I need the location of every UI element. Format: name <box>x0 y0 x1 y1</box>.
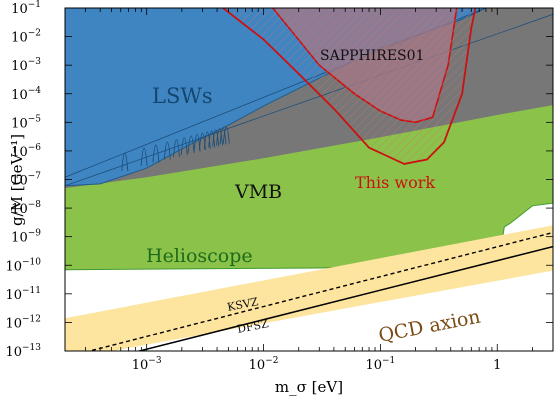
region-this-work <box>223 8 476 164</box>
y-tick-label: 10−6 <box>11 143 41 160</box>
axis-titles: m_σ [eV] g/M [GeV⁻¹] <box>8 134 343 396</box>
y-tick-label: 10−1 <box>11 0 41 17</box>
qcd-axion-band <box>65 225 553 351</box>
y-tick-label: 10−3 <box>11 57 41 74</box>
y-tick-label: 10−9 <box>11 229 41 246</box>
y-tick-label: 10−5 <box>11 114 41 131</box>
x-tick-label: 1 <box>493 358 501 373</box>
lsw-spike-1 <box>140 147 148 166</box>
label-lsws: LSWs <box>152 84 213 108</box>
lsw-spike-5 <box>180 137 188 155</box>
lsw-spike-2 <box>152 144 160 163</box>
label-sapphires01: SAPPHIRES01 <box>320 48 424 64</box>
x-axis-title: m_σ [eV] <box>275 378 343 396</box>
y-axis-title: g/M [GeV⁻¹] <box>8 134 26 226</box>
y-tick-label: 10−7 <box>11 172 41 189</box>
y-tick-label: 10−2 <box>11 29 41 46</box>
lsw-resonance-spikes <box>121 126 230 171</box>
label-qcd-axion: QCD axion <box>377 306 482 347</box>
lsw-spike-4 <box>173 139 180 158</box>
lsw-spike-14 <box>222 126 230 144</box>
lsw-spike-6 <box>187 135 195 154</box>
x-tick-label: 10−2 <box>249 356 279 373</box>
lsw-spike-10 <box>208 130 216 148</box>
x-tick-label: 10−1 <box>365 356 395 373</box>
lsw-spike-3 <box>163 141 171 160</box>
plot-area <box>65 8 553 351</box>
lsw-line-lower <box>65 13 553 187</box>
lsw-spike-11 <box>212 129 220 147</box>
y-tick-label: 10−13 <box>5 343 41 360</box>
lsw-spike-12 <box>216 128 223 146</box>
y-tick-label: 10−4 <box>11 86 41 103</box>
label-this-work: This work <box>355 173 435 192</box>
label-vmb: VMB <box>234 181 282 203</box>
label-ksvz: KSVZ <box>226 295 260 314</box>
region-lsws <box>65 8 486 186</box>
label-helioscope: Helioscope <box>146 245 253 267</box>
x-tick-label: 10−3 <box>132 356 162 373</box>
y-tick-label: 10−8 <box>11 200 41 217</box>
y-tick-label: 10−10 <box>5 257 41 274</box>
axes-frame: 10−3 10−2 10−1 110−110−210−310−410−510−610−… <box>5 0 554 373</box>
y-tick-label: 10−11 <box>5 286 41 303</box>
lsw-spike-9 <box>203 131 211 149</box>
label-dfsz: DFSZ <box>236 317 270 336</box>
y-tick-label: 10−12 <box>5 314 41 331</box>
lsw-spike-13 <box>219 127 227 145</box>
boundary-this-work <box>222 8 477 165</box>
